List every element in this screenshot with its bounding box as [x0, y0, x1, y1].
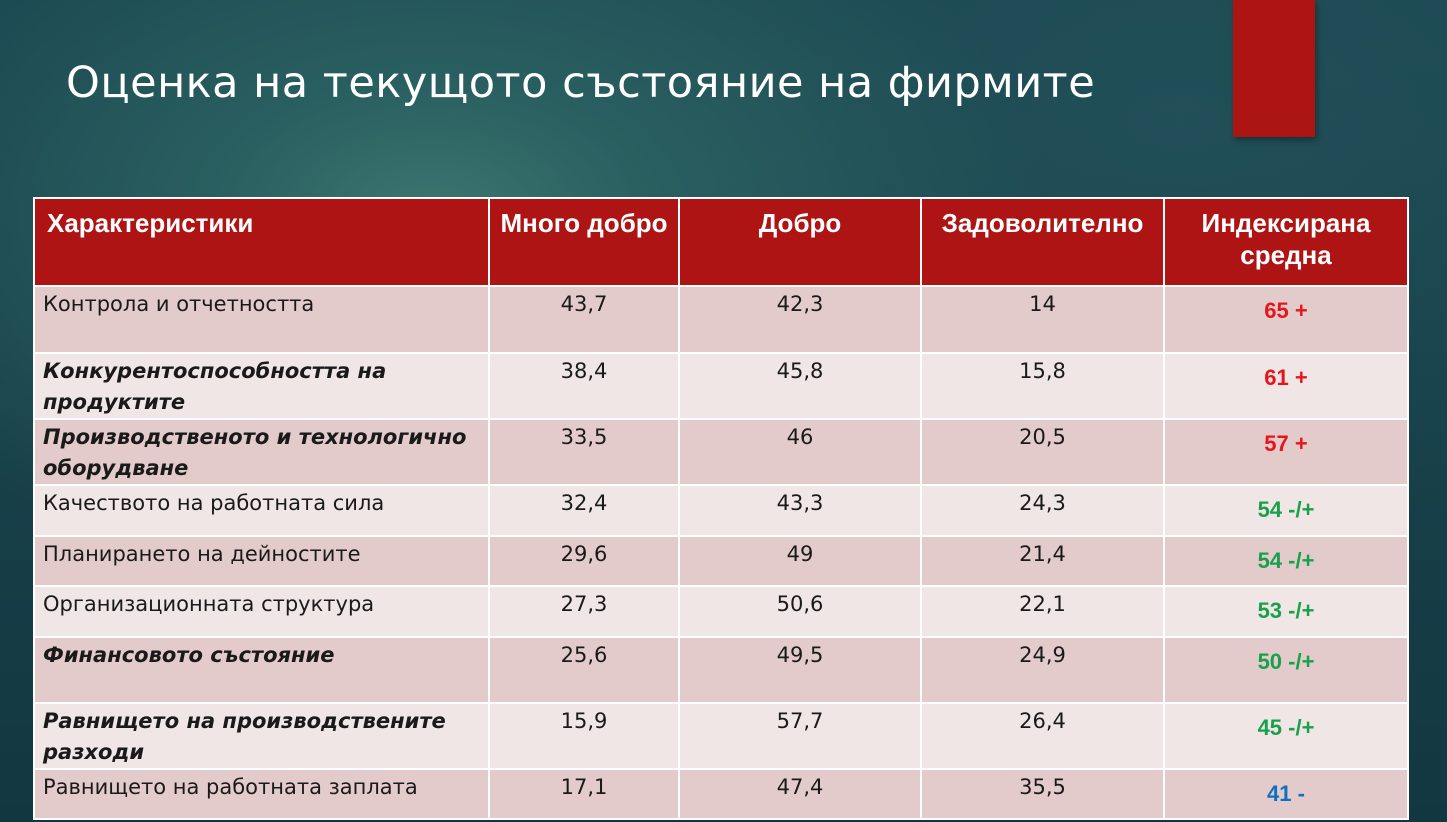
cell-very-good: 15,9 — [488, 702, 680, 770]
cell-index: 45 -/+ — [1163, 702, 1409, 770]
accent-bar — [1233, 0, 1315, 137]
cell-good: 43,3 — [678, 484, 922, 537]
cell-satisfactory: 24,3 — [920, 484, 1165, 537]
header-good: Добро — [678, 197, 922, 287]
cell-satisfactory: 14 — [920, 285, 1165, 354]
cell-very-good: 43,7 — [488, 285, 680, 354]
row-label: Финансовото състояние — [33, 636, 490, 704]
row-label: Равнището на производствените разходи — [33, 702, 490, 770]
table-row: Финансовото състояние 25,6 49,5 24,9 50 … — [33, 636, 1409, 704]
cell-satisfactory: 22,1 — [920, 585, 1165, 638]
cell-index: 65 + — [1163, 285, 1409, 354]
header-row: Характеристики Много добро Добро Задовол… — [33, 197, 1409, 287]
cell-satisfactory: 26,4 — [920, 702, 1165, 770]
table-row: Производственото и технологично оборудва… — [33, 418, 1409, 486]
cell-good: 57,7 — [678, 702, 922, 770]
cell-very-good: 29,6 — [488, 535, 680, 587]
cell-satisfactory: 20,5 — [920, 418, 1165, 486]
cell-index: 41 - — [1163, 768, 1409, 820]
table-row: Организационната структура 27,3 50,6 22,… — [33, 585, 1409, 638]
cell-satisfactory: 24,9 — [920, 636, 1165, 704]
cell-index: 50 -/+ — [1163, 636, 1409, 704]
row-label: Планирането на дейностите — [33, 535, 490, 587]
cell-satisfactory: 15,8 — [920, 352, 1165, 420]
cell-good: 49,5 — [678, 636, 922, 704]
row-label: Организационната структура — [33, 585, 490, 638]
row-label: Контрола и отчетността — [33, 285, 490, 354]
cell-satisfactory: 35,5 — [920, 768, 1165, 820]
cell-good: 49 — [678, 535, 922, 587]
cell-good: 46 — [678, 418, 922, 486]
cell-good: 42,3 — [678, 285, 922, 354]
cell-index: 61 + — [1163, 352, 1409, 420]
cell-good: 45,8 — [678, 352, 922, 420]
cell-very-good: 27,3 — [488, 585, 680, 638]
row-label: Качеството на работната сила — [33, 484, 490, 537]
row-label: Производственото и технологично оборудва… — [33, 418, 490, 486]
cell-very-good: 32,4 — [488, 484, 680, 537]
header-characteristics: Характеристики — [33, 197, 490, 287]
cell-index: 57 + — [1163, 418, 1409, 486]
table-row: Равнището на производствените разходи 15… — [33, 702, 1409, 770]
table-row: Качеството на работната сила 32,4 43,3 2… — [33, 484, 1409, 537]
cell-index: 54 -/+ — [1163, 484, 1409, 537]
cell-very-good: 25,6 — [488, 636, 680, 704]
cell-very-good: 33,5 — [488, 418, 680, 486]
cell-index: 54 -/+ — [1163, 535, 1409, 587]
header-indexed-average: Индексирана средна — [1163, 197, 1409, 287]
cell-index: 53 -/+ — [1163, 585, 1409, 638]
data-table: Характеристики Много добро Добро Задовол… — [33, 197, 1409, 820]
table-row: Конкурентоспособността на продуктите 38,… — [33, 352, 1409, 420]
cell-good: 47,4 — [678, 768, 922, 820]
cell-good: 50,6 — [678, 585, 922, 638]
header-very-good: Много добро — [488, 197, 680, 287]
row-label: Равнището на работната заплата — [33, 768, 490, 820]
table-row: Планирането на дейностите 29,6 49 21,4 5… — [33, 535, 1409, 587]
cell-very-good: 38,4 — [488, 352, 680, 420]
header-satisfactory: Задоволително — [920, 197, 1165, 287]
cell-very-good: 17,1 — [488, 768, 680, 820]
table-row: Равнището на работната заплата 17,1 47,4… — [33, 768, 1409, 820]
row-label: Конкурентоспособността на продуктите — [33, 352, 490, 420]
slide-title: Оценка на текущото състояние на фирмите — [66, 58, 1096, 108]
table-row: Контрола и отчетността 43,7 42,3 14 65 + — [33, 285, 1409, 354]
cell-satisfactory: 21,4 — [920, 535, 1165, 587]
